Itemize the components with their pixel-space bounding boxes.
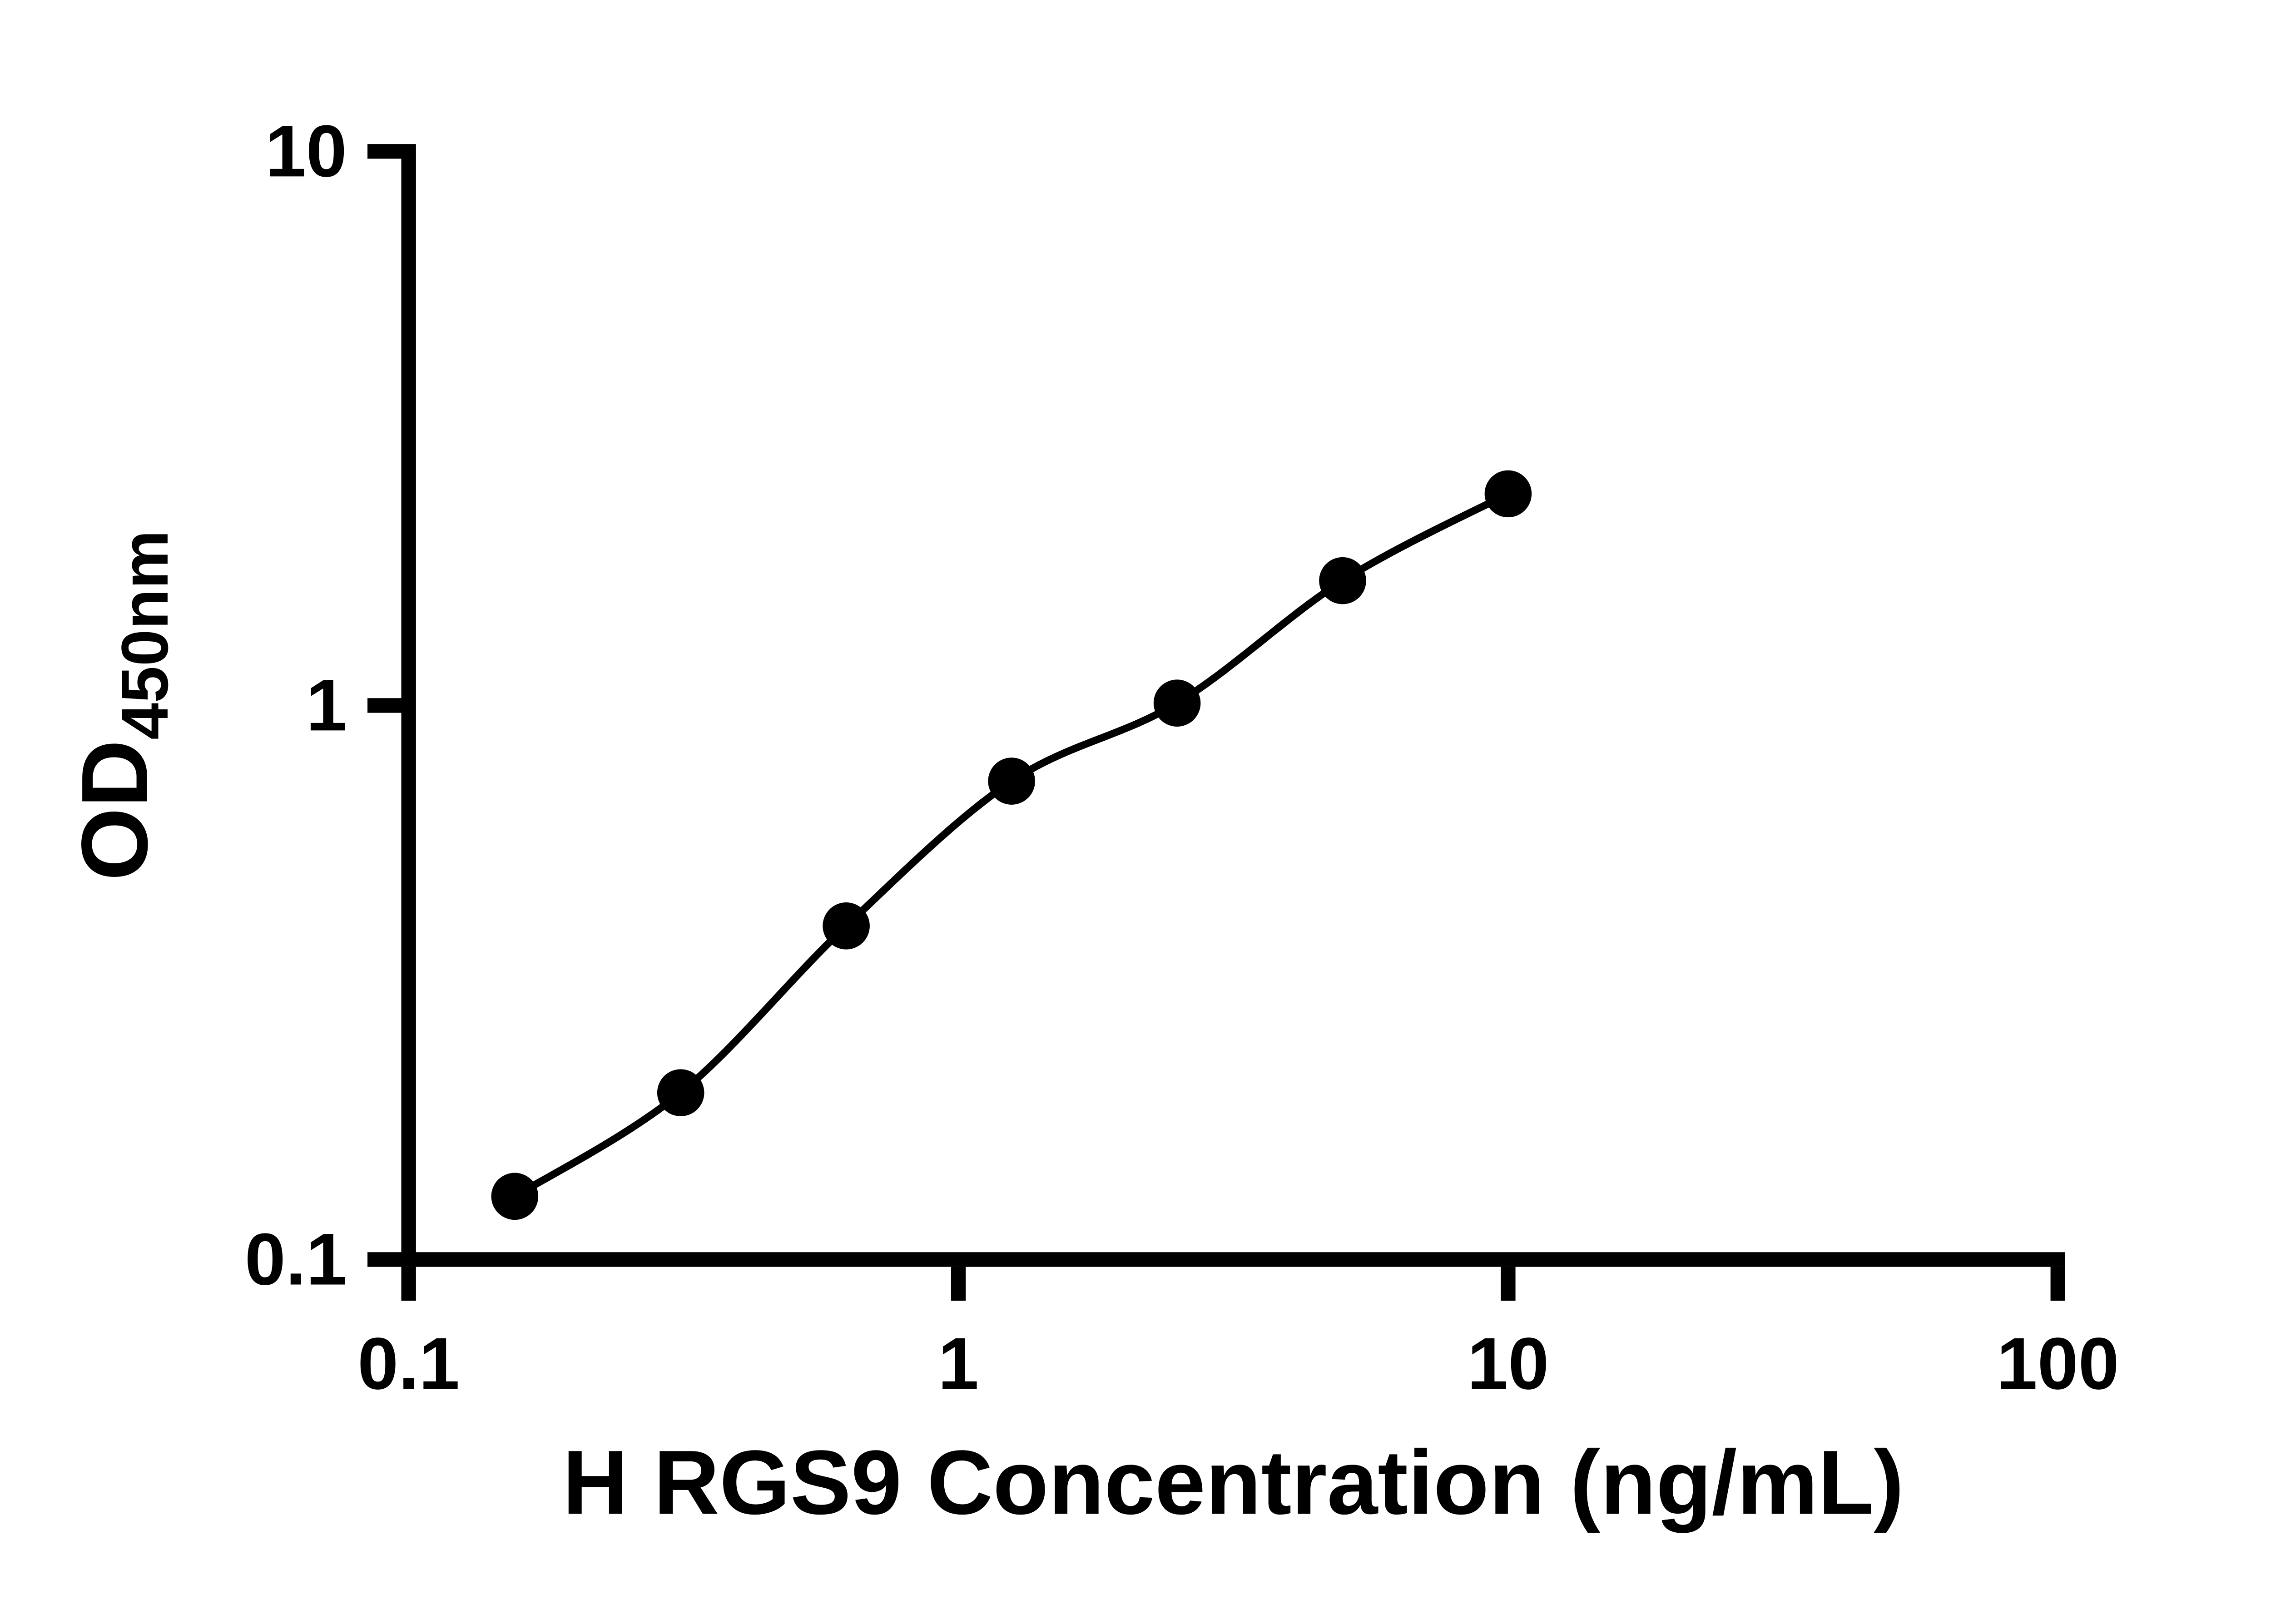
axes: [401, 144, 2065, 1267]
y-tick-label: 1: [306, 664, 347, 746]
y-tick-label: 0.1: [245, 1218, 347, 1300]
y-tick-label: 10: [265, 110, 347, 192]
x-axis-title: H RGS9 Concentration (ng/mL): [562, 1431, 1904, 1533]
y-axis-title-main: OD: [62, 740, 167, 881]
y-axis-title: OD450nm: [62, 530, 182, 881]
y-axis-ticks: 0.1 1 10: [245, 110, 402, 1300]
data-point: [823, 902, 870, 950]
data-point: [657, 1069, 704, 1116]
x-tick-label: 10: [1467, 1323, 1549, 1405]
data-point: [491, 1173, 539, 1220]
y-axis-title-sub: 450nm: [108, 530, 182, 739]
x-axis-ticks: 0.1 1 10 100: [357, 1267, 2119, 1405]
x-tick-label: 0.1: [357, 1323, 460, 1405]
x-tick-label: 1: [938, 1323, 979, 1405]
data-point: [1319, 557, 1366, 604]
data-point: [1484, 470, 1532, 518]
x-tick-label: 100: [1997, 1323, 2119, 1405]
data-point: [1153, 679, 1201, 727]
data-points: [491, 470, 1532, 1220]
data-point: [988, 758, 1035, 805]
